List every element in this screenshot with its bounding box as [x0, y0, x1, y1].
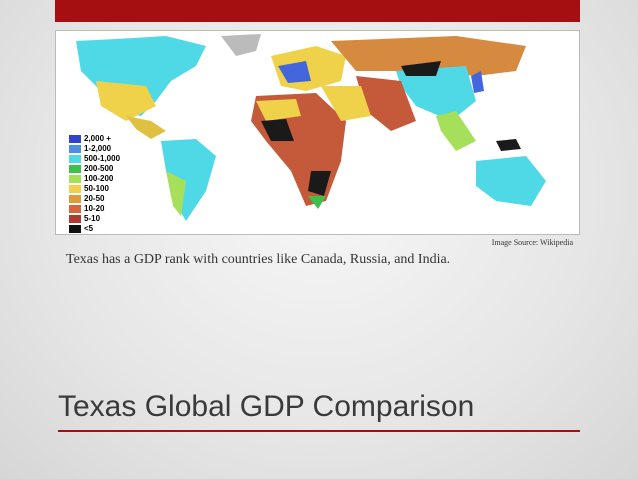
slide-title: Texas Global GDP Comparison: [58, 390, 475, 423]
legend-label: 20-50: [84, 194, 105, 203]
legend-label: 5-10: [84, 214, 101, 223]
legend-label: 10-20: [84, 204, 105, 213]
title-rule: [58, 430, 580, 432]
legend-label: 2,000 +: [84, 134, 111, 143]
legend-label: 200-500: [84, 164, 114, 173]
world-map: 2,000 + 1-2,000 500-1,000 200-500 100-20…: [69, 34, 546, 233]
legend-label: 100-200: [84, 174, 114, 183]
legend-label: 1-2,000: [84, 144, 112, 153]
image-source: Image Source: Wikipedia: [491, 238, 573, 247]
legend-label: 50-100: [84, 184, 109, 193]
top-bar: [55, 0, 580, 22]
legend-label: <5: [84, 224, 94, 233]
map-image: 2,000 + 1-2,000 500-1,000 200-500 100-20…: [55, 30, 580, 235]
legend-label: 500-1,000: [84, 154, 121, 163]
body-text: Texas has a GDP rank with countries like…: [66, 252, 451, 267]
